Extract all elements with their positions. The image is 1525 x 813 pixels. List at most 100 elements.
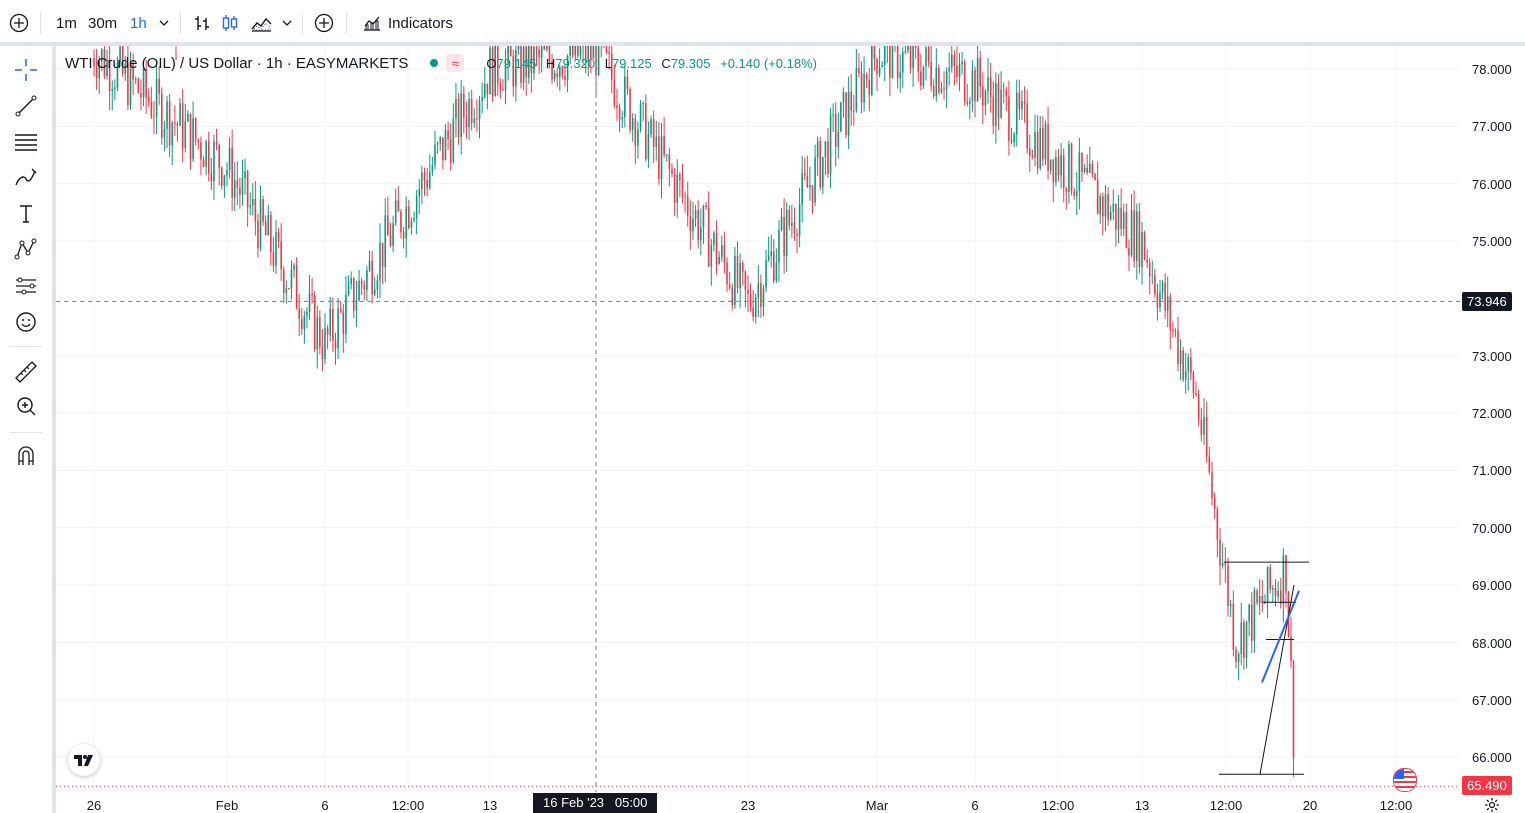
candle-body <box>650 119 652 135</box>
candle-body <box>262 199 264 222</box>
candle-body <box>914 46 917 49</box>
tradingview-logo[interactable] <box>68 744 100 776</box>
candle-body <box>1023 101 1026 104</box>
candle-body <box>108 59 111 92</box>
candle-body <box>347 284 350 295</box>
candle-body <box>579 46 582 56</box>
candle-body <box>489 47 491 95</box>
candlestick-chart[interactable] <box>56 46 1460 792</box>
trend-line-tool[interactable] <box>12 92 40 120</box>
candle-body <box>1075 191 1078 196</box>
drawing-toolbar <box>0 46 56 813</box>
brush-tool[interactable] <box>12 164 40 192</box>
price-tick: 78.000 <box>1472 62 1512 77</box>
candle-body <box>762 288 765 308</box>
candle-body <box>992 96 995 126</box>
candle-body <box>468 98 470 128</box>
ohlc-values: O79.145 H79.320 L79.125 C79.305 +0.140 (… <box>486 56 817 71</box>
candle-body <box>548 46 551 62</box>
price-tick: 71.000 <box>1472 463 1512 478</box>
chart-settings-button[interactable] <box>1484 797 1500 813</box>
candle-body <box>205 141 207 168</box>
symbol-legend: WTI Crude (OIL) / US Dollar · 1h · EASYM… <box>65 52 817 74</box>
timeframe-dropdown-button[interactable] <box>158 0 170 46</box>
chart-pane[interactable] <box>56 46 1460 792</box>
toolbar-divider <box>10 346 42 347</box>
candle-body <box>871 46 873 95</box>
candle-body <box>1133 210 1135 261</box>
candle-body <box>527 46 530 78</box>
bars-icon <box>195 16 209 30</box>
price-scale[interactable]: 78.000 77.000 76.000 75.000 73.000 72.00… <box>1460 46 1525 795</box>
candle-body <box>371 260 373 295</box>
candle-body <box>728 284 731 288</box>
candle-body <box>447 130 449 140</box>
low-label: L <box>604 55 612 71</box>
candle-body <box>806 175 809 188</box>
prediction-tool[interactable] <box>12 272 40 300</box>
candle-body <box>236 180 239 188</box>
chart-type-dropdown-button[interactable] <box>281 0 293 46</box>
candle-body <box>940 88 943 93</box>
candle-body <box>1039 127 1042 169</box>
measure-tool[interactable] <box>12 358 40 386</box>
candle-body <box>922 66 925 86</box>
timeframe-1h-button[interactable]: 1h <box>130 14 147 32</box>
magnet-tool[interactable] <box>12 442 40 470</box>
indicators-button[interactable]: Indicators <box>362 0 453 46</box>
candle-body <box>168 101 171 146</box>
candle-body <box>979 58 982 87</box>
candle-body <box>668 154 671 170</box>
candle-body <box>987 77 989 92</box>
area-style-button[interactable] <box>250 0 272 46</box>
us-flag-icon[interactable] <box>1393 768 1417 792</box>
candle-body <box>814 157 816 203</box>
crosshair-tool[interactable] <box>12 56 40 84</box>
candle-body <box>796 233 798 236</box>
candle-body <box>1253 590 1256 641</box>
timeframe-30m-button[interactable]: 30m <box>88 14 118 32</box>
data-warning-icon[interactable]: ≈ <box>446 54 465 72</box>
candle-body <box>982 86 984 106</box>
candle-body <box>1094 174 1096 180</box>
candle-body <box>496 46 499 84</box>
bars-style-button[interactable] <box>192 0 212 46</box>
pattern-tool[interactable] <box>12 236 40 264</box>
compare-symbol-button[interactable] <box>313 0 335 46</box>
candle-body <box>618 107 621 120</box>
toolbar-divider <box>40 12 41 34</box>
candle-body <box>597 46 600 75</box>
flag-stripes <box>1394 769 1416 791</box>
candles-style-button[interactable] <box>220 0 240 46</box>
candle-body <box>616 105 618 108</box>
fib-retracement-tool[interactable] <box>12 128 40 156</box>
zoom-in-tool[interactable] <box>12 392 40 420</box>
candle-body <box>293 265 295 270</box>
icons-tool[interactable] <box>12 308 40 336</box>
candle-body <box>655 136 658 147</box>
candle-body <box>491 47 494 97</box>
symbol-title[interactable]: WTI Crude (OIL) / US Dollar · 1h · EASYM… <box>65 54 409 72</box>
timeframe-1m-button[interactable]: 1m <box>56 14 77 32</box>
candle-body <box>834 114 837 147</box>
candle-body <box>316 317 319 350</box>
time-scale[interactable]: 26 Feb 6 12:00 13 23 Mar 6 12:00 13 12:0… <box>56 792 1460 813</box>
candle-body <box>1117 207 1120 230</box>
price-tick: 75.000 <box>1472 234 1512 249</box>
text-tool[interactable] <box>12 200 40 228</box>
candle-body <box>845 92 847 136</box>
candle-body <box>1261 596 1264 604</box>
price-tick: 72.000 <box>1472 406 1512 421</box>
candle-body <box>280 241 282 270</box>
candle-body <box>502 89 504 91</box>
candle-body <box>1135 211 1138 261</box>
candle-body <box>840 102 842 132</box>
candle-body <box>1073 191 1075 196</box>
candle-body <box>852 110 855 112</box>
candle-body <box>912 46 914 69</box>
candle-body <box>463 93 465 118</box>
candle-body <box>904 50 907 52</box>
candle-body <box>1102 196 1104 217</box>
add-symbol-button[interactable] <box>8 0 30 46</box>
candle-body <box>1044 124 1047 160</box>
